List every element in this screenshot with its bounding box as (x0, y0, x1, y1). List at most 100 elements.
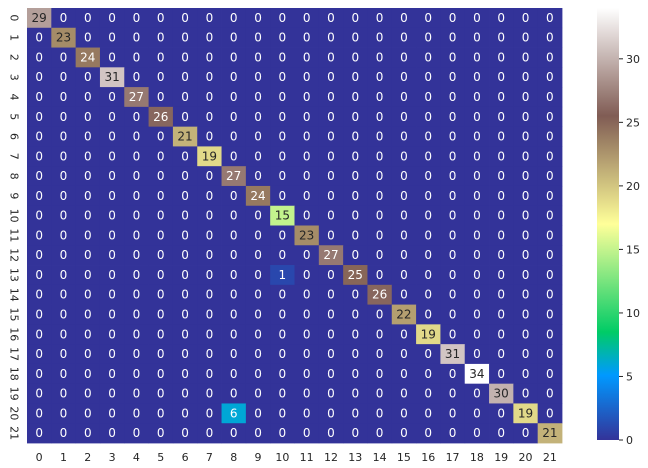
heatmap-cell-4-21 (537, 87, 563, 108)
heatmap-cell-2-0 (27, 47, 52, 68)
heatmap-cell-16-5 (148, 324, 174, 345)
cell-value-17-7: 0 (206, 347, 214, 361)
cell-value-6-14: 0 (376, 130, 384, 144)
heatmap-cell-2-2 (75, 47, 101, 68)
cell-value-18-5: 0 (157, 367, 165, 381)
heatmap-cell-8-3 (99, 166, 125, 187)
cell-value-10-15: 0 (400, 209, 408, 223)
heatmap-cell-0-8 (221, 8, 247, 29)
cell-value-4-6: 0 (181, 90, 189, 104)
cell-value-17-6: 0 (181, 347, 189, 361)
cell-value-1-2: 0 (84, 31, 92, 45)
colorbar-tick-label-0: 0 (626, 434, 633, 447)
cell-value-12-11: 0 (303, 248, 311, 262)
heatmap-cell-15-5 (148, 304, 174, 325)
cell-value-20-1: 0 (60, 406, 68, 420)
cell-value-10-4: 0 (133, 209, 141, 223)
heatmap-cell-15-3 (99, 304, 125, 325)
cell-value-1-5: 0 (157, 31, 165, 45)
heatmap-cell-10-1 (51, 205, 77, 226)
cell-value-17-3: 0 (108, 347, 116, 361)
cell-value-1-14: 0 (376, 31, 384, 45)
heatmap-cell-17-2 (75, 344, 101, 365)
cell-value-10-11: 0 (303, 209, 311, 223)
heatmap-cell-2-10 (270, 47, 295, 68)
heatmap-cell-13-17 (440, 265, 466, 286)
heatmap-cell-8-18 (464, 166, 490, 187)
heatmap-cell-16-9 (245, 324, 271, 345)
heatmap-cell-19-4 (124, 383, 149, 404)
heatmap-cell-1-6 (172, 27, 198, 48)
x-tick-label-15: 15 (397, 451, 411, 464)
heatmap-cell-16-17 (440, 324, 466, 345)
cell-value-15-12: 0 (327, 307, 335, 321)
cell-value-16-16: 19 (421, 327, 436, 341)
cell-value-20-21: 0 (546, 406, 554, 420)
cell-value-20-11: 0 (303, 406, 311, 420)
cell-value-12-4: 0 (133, 248, 141, 262)
cell-value-14-1: 0 (60, 288, 68, 302)
cell-value-4-0: 0 (35, 90, 43, 104)
cell-value-3-5: 0 (157, 70, 165, 84)
heatmap-cell-9-11 (294, 185, 320, 207)
cell-value-2-17: 0 (449, 50, 457, 64)
cell-value-11-16: 0 (424, 228, 432, 242)
heatmap-cell-19-13 (343, 383, 368, 404)
heatmap-cell-13-3 (99, 265, 125, 286)
heatmap-cell-9-14 (367, 185, 393, 207)
heatmap-cell-6-1 (51, 126, 77, 147)
heatmap-cell-11-17 (440, 225, 466, 246)
heatmap-cell-19-17 (440, 383, 466, 404)
cell-value-4-10: 0 (279, 90, 287, 104)
heatmap-cell-3-16 (416, 67, 441, 88)
cell-value-20-13: 0 (351, 406, 359, 420)
cell-value-10-5: 0 (157, 209, 165, 223)
heatmap-cells (27, 8, 563, 444)
cell-value-15-1: 0 (60, 307, 68, 321)
cell-value-4-9: 0 (254, 90, 262, 104)
cell-value-9-21: 0 (546, 189, 554, 203)
cell-value-5-1: 0 (60, 110, 68, 124)
heatmap-cell-13-9 (245, 265, 271, 286)
heatmap-cell-9-5 (148, 185, 174, 207)
heatmap-cell-12-7 (197, 245, 222, 266)
cell-value-15-16: 0 (424, 307, 432, 321)
heatmap-cell-10-16 (416, 205, 441, 226)
heatmap-cell-20-10 (270, 403, 295, 424)
heatmap-cell-5-4 (124, 106, 149, 128)
cell-value-18-21: 0 (546, 367, 554, 381)
heatmap-cell-14-6 (172, 284, 198, 305)
cell-value-21-11: 0 (303, 426, 311, 440)
heatmap-cell-10-13 (343, 205, 368, 226)
cell-value-1-19: 0 (497, 31, 505, 45)
cell-value-14-0: 0 (35, 288, 43, 302)
cell-value-20-4: 0 (133, 406, 141, 420)
cell-value-15-10: 0 (279, 307, 287, 321)
cell-value-17-14: 0 (376, 347, 384, 361)
x-tick-label-1: 1 (60, 451, 67, 464)
cell-value-14-19: 0 (497, 288, 505, 302)
heatmap-cell-21-4 (124, 423, 149, 444)
cell-value-3-2: 0 (84, 70, 92, 84)
cell-value-11-1: 0 (60, 228, 68, 242)
heatmap-cell-3-18 (464, 67, 490, 88)
cell-value-6-18: 0 (473, 130, 481, 144)
cell-value-2-8: 0 (230, 50, 238, 64)
x-tick-label-18: 18 (470, 451, 484, 464)
heatmap-cell-2-16 (416, 47, 441, 68)
y-tick-label-7: 7 (8, 153, 21, 160)
cell-value-14-21: 0 (546, 288, 554, 302)
cell-value-20-6: 0 (181, 406, 189, 420)
cell-value-3-19: 0 (497, 70, 505, 84)
heatmap-cell-14-18 (464, 284, 490, 305)
cell-value-19-15: 0 (400, 387, 408, 401)
cell-value-14-18: 0 (473, 288, 481, 302)
heatmap-cell-13-5 (148, 265, 174, 286)
heatmap-cell-6-17 (440, 126, 466, 147)
heatmap-cell-4-3 (99, 87, 125, 108)
cell-value-21-0: 0 (35, 426, 43, 440)
cell-value-19-12: 0 (327, 387, 335, 401)
y-tick-label-11: 11 (8, 228, 21, 242)
heatmap-cell-14-1 (51, 284, 77, 305)
cell-value-4-1: 0 (60, 90, 68, 104)
